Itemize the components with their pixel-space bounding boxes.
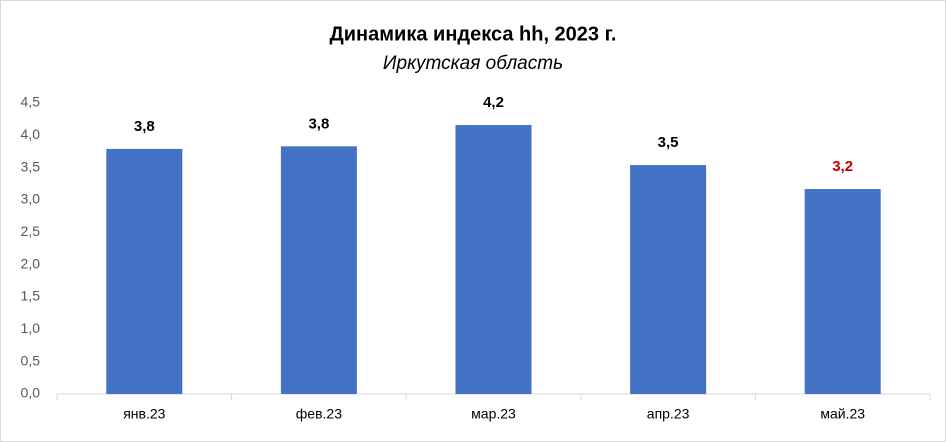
value-label: 3,8 xyxy=(308,115,329,132)
x-tick-label: фев.23 xyxy=(296,406,342,422)
x-tick-label: апр.23 xyxy=(647,406,690,422)
chart-title: Динамика индекса hh, 2023 г. xyxy=(330,23,617,45)
y-tick-label: 1,0 xyxy=(21,320,41,336)
y-tick-label: 2,0 xyxy=(21,255,41,271)
value-label: 3,8 xyxy=(134,118,155,135)
bar xyxy=(106,148,183,394)
y-tick-label: 2,5 xyxy=(21,223,41,239)
value-label: 3,2 xyxy=(832,158,853,175)
value-label: 3,5 xyxy=(658,134,679,151)
x-tick-label: мар.23 xyxy=(471,406,516,422)
bar xyxy=(280,146,357,394)
x-tick-label: янв.23 xyxy=(123,406,165,422)
y-tick-label: 3,5 xyxy=(21,158,41,174)
bar xyxy=(455,124,532,394)
bar xyxy=(804,189,881,394)
chart-subtitle: Иркутская область xyxy=(383,53,563,74)
x-tick-label: май.23 xyxy=(820,406,865,422)
y-tick-label: 4,0 xyxy=(21,126,41,142)
y-tick-label: 1,5 xyxy=(21,288,41,304)
y-tick-label: 0,0 xyxy=(21,385,41,401)
y-tick-label: 0,5 xyxy=(21,352,41,368)
y-tick-label: 3,0 xyxy=(21,191,41,207)
bar xyxy=(630,165,707,394)
y-tick-label: 4,5 xyxy=(21,94,41,110)
value-label: 4,2 xyxy=(483,94,504,111)
